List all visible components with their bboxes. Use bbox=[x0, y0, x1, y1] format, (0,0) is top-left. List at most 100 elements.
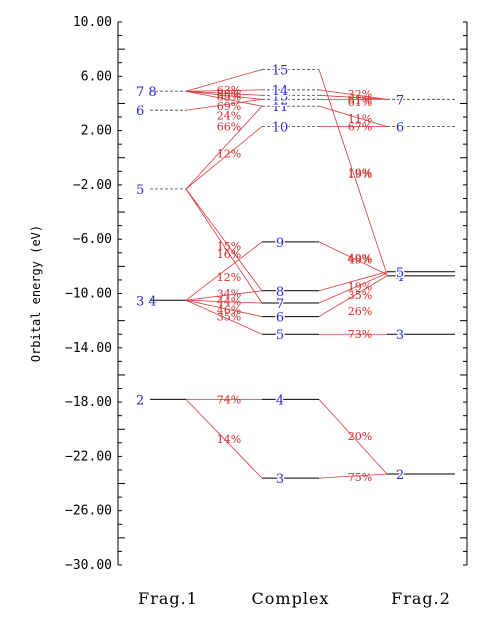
connector-line bbox=[318, 272, 388, 304]
level-label-complex: 10 bbox=[272, 121, 289, 136]
percent-label-left: 12% bbox=[217, 271, 241, 284]
connector-line bbox=[318, 94, 388, 100]
percent-label-right: 20% bbox=[348, 430, 372, 443]
connector-line bbox=[318, 271, 388, 292]
connector-line bbox=[185, 188, 263, 304]
connector-line bbox=[185, 90, 263, 107]
connector-line bbox=[185, 299, 263, 317]
connector-line bbox=[318, 69, 388, 275]
percent-label-right: 35% bbox=[348, 289, 372, 302]
y-tick-label: −18.00 bbox=[65, 395, 112, 410]
y-tick-label: −2.00 bbox=[73, 178, 112, 193]
connector-line bbox=[185, 126, 263, 190]
y-tick-label: 2.00 bbox=[81, 124, 112, 139]
percent-label-left: 44% bbox=[217, 296, 241, 309]
percent-label-right: 67% bbox=[348, 121, 372, 134]
percent-label-right: 26% bbox=[348, 305, 372, 318]
y-tick-label: 6.00 bbox=[81, 69, 112, 84]
connector-line bbox=[318, 105, 388, 127]
level-label-frag2: 3 bbox=[396, 328, 404, 343]
connector-line bbox=[185, 290, 263, 301]
percent-label-left: 24% bbox=[217, 110, 241, 123]
column-label-frag2: Frag.2 bbox=[391, 589, 451, 608]
connector-line bbox=[185, 69, 263, 92]
percent-label-left: 16% bbox=[217, 248, 241, 261]
level-label-frag1: 2 bbox=[136, 393, 144, 408]
level-label-complex: 3 bbox=[276, 472, 284, 487]
percent-label-right: 19% bbox=[348, 167, 372, 180]
level-label-frag2: 5 bbox=[396, 266, 404, 281]
connector-line bbox=[185, 98, 263, 111]
percent-label-left: 63% bbox=[217, 84, 241, 97]
level-label-complex: 8 bbox=[276, 285, 284, 300]
y-tick-label: −30.00 bbox=[65, 558, 112, 573]
percent-label-left: 46% bbox=[217, 304, 241, 317]
level-label-frag2: 2 bbox=[396, 468, 404, 483]
percent-label-left: 66% bbox=[217, 121, 241, 134]
level-label-frag1: 3 4 bbox=[136, 294, 157, 309]
level-label-frag2: 4 bbox=[396, 270, 404, 285]
connector-line bbox=[318, 275, 388, 317]
level-label-frag2: 7 bbox=[396, 93, 404, 108]
connector-line bbox=[318, 89, 388, 100]
connector-line bbox=[185, 90, 263, 96]
percent-label-left: 14% bbox=[217, 433, 241, 446]
connector-line bbox=[185, 299, 263, 335]
column-label-complex: Complex bbox=[252, 589, 330, 608]
percent-label-right: 11% bbox=[348, 112, 372, 125]
level-label-complex: 11 bbox=[272, 100, 289, 115]
energy-levels bbox=[150, 69, 455, 479]
percent-label-left: 35% bbox=[217, 311, 241, 324]
level-label-complex: 13 bbox=[272, 89, 289, 104]
connector-line bbox=[185, 90, 263, 100]
y-tick-label: −10.00 bbox=[65, 287, 112, 302]
level-label-frag1: 6 bbox=[136, 104, 144, 119]
percent-label-left: 12% bbox=[217, 148, 241, 161]
level-label-complex: 5 bbox=[276, 328, 284, 343]
connector-line bbox=[185, 89, 263, 92]
level-label-complex: 4 bbox=[276, 393, 284, 408]
level-label-complex: 12 bbox=[272, 93, 289, 108]
percent-label-right: 19% bbox=[348, 281, 372, 294]
column-label-frag1: Frag.1 bbox=[138, 589, 198, 608]
percent-label-left: 34% bbox=[217, 288, 241, 301]
level-label-complex: 7 bbox=[276, 297, 284, 312]
level-label-frag1: 5 bbox=[136, 183, 144, 198]
percent-label-left: 15% bbox=[217, 240, 241, 253]
percent-label-left: 83% bbox=[217, 91, 241, 104]
connector-line bbox=[185, 241, 263, 301]
connector-line bbox=[185, 105, 263, 190]
percent-label-right: 32% bbox=[348, 88, 372, 101]
percent-label-right: 49% bbox=[348, 252, 372, 265]
connector-line bbox=[185, 399, 263, 479]
level-label-complex: 6 bbox=[276, 311, 284, 326]
connector-line bbox=[318, 473, 388, 479]
percent-label-right: 19% bbox=[348, 168, 372, 181]
y-axis-title: Orbital energy (eV) bbox=[29, 225, 43, 362]
percent-label-right: 75% bbox=[348, 471, 372, 484]
percent-label-right: 73% bbox=[348, 328, 372, 341]
y-tick-label: 10.00 bbox=[73, 15, 112, 30]
level-label-frag2: 6 bbox=[396, 121, 404, 136]
level-label-complex: 14 bbox=[272, 84, 289, 99]
connector-lines bbox=[185, 69, 388, 479]
y-tick-label: −22.00 bbox=[65, 449, 112, 464]
connector-line bbox=[318, 241, 388, 275]
axes: 10.00 6.00 2.00 −2.00 −6.00 −10.00 −14.00 −18.0… bbox=[65, 15, 468, 573]
percent-label-left: 69% bbox=[217, 100, 241, 113]
y-tick-label: −26.00 bbox=[65, 504, 112, 519]
level-label-complex: 15 bbox=[272, 64, 289, 79]
percent-label-right: 61% bbox=[348, 96, 372, 109]
connector-line bbox=[185, 188, 263, 292]
level-label-complex: 9 bbox=[276, 236, 284, 251]
percent-label-right: 49% bbox=[348, 254, 372, 267]
percent-label-left: 74% bbox=[217, 393, 241, 406]
connector-line bbox=[185, 299, 263, 304]
connector-line bbox=[318, 399, 388, 475]
y-tick-label: −6.00 bbox=[73, 232, 112, 247]
percent-label-left: 88% bbox=[217, 88, 241, 101]
y-tick-label: −14.00 bbox=[65, 341, 112, 356]
level-label-frag1: 7 8 bbox=[136, 85, 157, 100]
